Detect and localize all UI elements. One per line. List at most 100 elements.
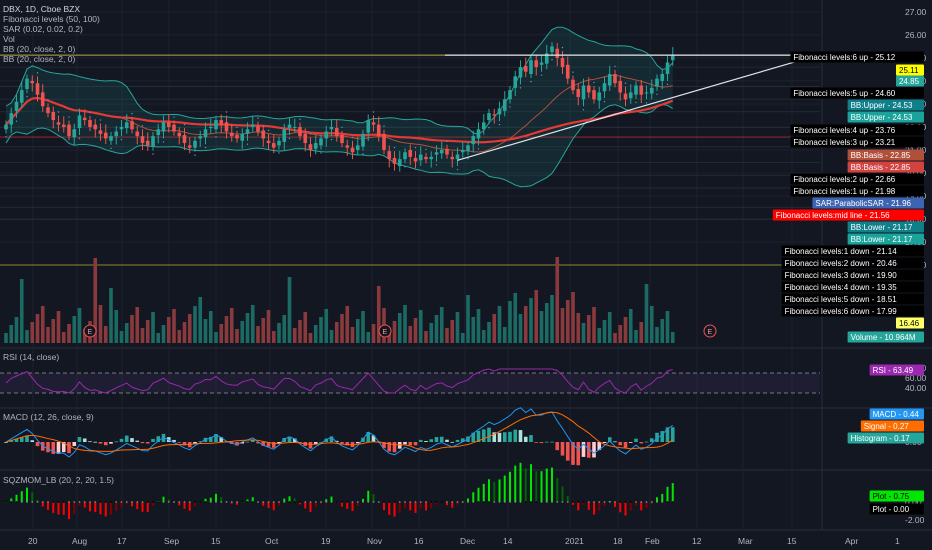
- macd-histogram-bar: [266, 442, 271, 447]
- macd-histogram-bar: [513, 429, 518, 442]
- sqz-zero-dot: [551, 501, 553, 503]
- volume-bar: [487, 322, 491, 343]
- value-tag-label: Volume - 10.964M: [851, 333, 916, 342]
- volume-bar: [361, 311, 365, 343]
- value-tag: [781, 305, 924, 317]
- time-tick-label: 1: [895, 536, 900, 546]
- sqz-histogram-bar: [110, 502, 112, 515]
- sqz-histogram-bar: [83, 502, 86, 508]
- sqz-histogram-bar: [645, 502, 648, 508]
- candle-body: [303, 133, 308, 144]
- sqz-pane[interactable]: [5, 462, 674, 520]
- price-pane[interactable]: [0, 26, 820, 266]
- candle-body: [607, 74, 612, 86]
- candle-body: [172, 124, 176, 132]
- value-tag-label: BB:Lower - 21.17: [851, 223, 913, 232]
- macd-histogram-bar: [98, 442, 103, 444]
- study-sar[interactable]: SAR (0.02, 0.02, 0.2): [3, 24, 83, 34]
- value-tag: [847, 432, 924, 444]
- sqz-zero-dot: [440, 501, 443, 503]
- sqz-zero-dot: [461, 501, 464, 503]
- volume-bar: [644, 284, 649, 343]
- sqz-histogram-bar: [131, 502, 133, 507]
- rsi-title[interactable]: RSI (14, close): [3, 352, 60, 362]
- chart-title[interactable]: DBX, 1D, Cboe BZX: [3, 4, 81, 14]
- macd-histogram-bar: [476, 430, 481, 442]
- value-tag: [790, 185, 924, 197]
- macd-title[interactable]: MACD (12, 26, close, 9): [3, 412, 94, 422]
- macd-histogram-bar: [534, 442, 539, 443]
- macd-histogram-bar: [334, 440, 339, 442]
- time-axis[interactable]: 20 Aug 17 Sep 15 Oct 19 Nov 16 Dec 14 2021 18 Feb 12 Ma…: [28, 536, 900, 546]
- study-bb-2[interactable]: BB (20, close, 2, 0): [3, 54, 76, 64]
- volume-bar: [203, 319, 208, 343]
- time-tick-label: 14: [503, 536, 513, 546]
- macd-histogram-bar: [586, 442, 591, 458]
- volume-bar: [177, 330, 182, 343]
- earnings-label: E: [88, 329, 93, 336]
- sar-dot: [183, 123, 186, 126]
- study-vol[interactable]: Vol: [3, 34, 15, 44]
- time-tick-label: Oct: [265, 536, 279, 546]
- sqz-histogram-bar: [409, 502, 412, 511]
- sqz-histogram-bar: [419, 502, 422, 509]
- sqz-histogram-bar: [351, 502, 354, 512]
- candle-body: [93, 124, 98, 130]
- candle-body: [166, 122, 171, 127]
- candle-body: [182, 135, 187, 144]
- earnings-marker: [703, 324, 717, 338]
- value-tag: [847, 149, 924, 161]
- sqz-histogram-bar: [430, 502, 433, 509]
- signal-line: [5, 411, 674, 452]
- volume-bar: [586, 315, 591, 343]
- volume-bar: [403, 305, 407, 343]
- sqz-histogram-bar: [477, 487, 480, 502]
- macd-histogram-bar: [649, 438, 654, 442]
- volume-bar: [571, 292, 575, 343]
- sqz-histogram-bar: [89, 502, 91, 512]
- study-bb-1[interactable]: BB (20, close, 2, 0): [3, 44, 76, 54]
- candle-body: [319, 138, 323, 146]
- candle-body: [586, 85, 591, 93]
- candle-body: [67, 124, 71, 137]
- sqz-zero-dot: [488, 501, 490, 503]
- study-fibonacci[interactable]: Fibonacci levels (50, 100): [3, 14, 100, 24]
- candle-body: [434, 152, 439, 155]
- rsi-pane[interactable]: [0, 368, 820, 394]
- sar-dot: [656, 93, 658, 95]
- volume-bar: [119, 331, 124, 343]
- candle-body: [277, 140, 281, 146]
- candle-body: [140, 136, 145, 144]
- macd-histogram-bar: [287, 436, 292, 442]
- volume-bar: [660, 319, 665, 343]
- sqz-zero-dot: [146, 501, 149, 503]
- macd-histogram-bar: [597, 442, 602, 451]
- sar-dot: [246, 143, 249, 145]
- volume-bar: [340, 314, 344, 343]
- sar-dot: [278, 152, 280, 154]
- time-tick-label: 19: [321, 536, 331, 546]
- candle-body: [298, 126, 302, 137]
- macd-histogram-bar: [371, 435, 376, 442]
- volume-bar: [25, 330, 29, 343]
- sqz-histogram-bar: [582, 502, 585, 505]
- volume-bar: [529, 298, 533, 343]
- sqz-title[interactable]: SQZMOM_LB (20, 2, 20, 1.5): [3, 475, 115, 485]
- volume-bar: [56, 311, 61, 343]
- candle-body: [555, 48, 560, 58]
- candle-body: [628, 92, 633, 99]
- sar-dot: [110, 147, 112, 150]
- sar-dot: [582, 108, 585, 111]
- sqz-zero-dot: [598, 501, 601, 503]
- candle-body: [366, 120, 371, 133]
- volume-bar: [324, 309, 329, 343]
- sqz-zero-dot: [346, 501, 349, 503]
- macd-histogram-bar: [508, 431, 512, 442]
- candle-body: [665, 62, 670, 75]
- volume-bar: [67, 324, 71, 343]
- macd-pane[interactable]: [4, 407, 675, 466]
- macd-histogram-bar: [450, 441, 455, 443]
- candle-body: [77, 115, 82, 129]
